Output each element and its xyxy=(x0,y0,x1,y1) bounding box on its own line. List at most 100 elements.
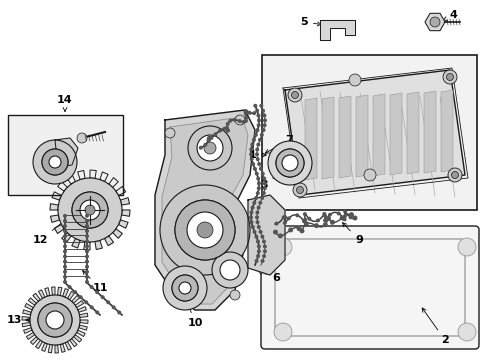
FancyBboxPatch shape xyxy=(262,55,476,210)
Polygon shape xyxy=(109,177,118,187)
Polygon shape xyxy=(440,90,452,172)
Ellipse shape xyxy=(295,213,299,217)
Circle shape xyxy=(429,17,439,27)
Ellipse shape xyxy=(249,211,253,215)
Polygon shape xyxy=(155,110,254,310)
Polygon shape xyxy=(72,239,80,248)
Ellipse shape xyxy=(254,196,258,200)
Circle shape xyxy=(272,230,278,235)
Circle shape xyxy=(229,290,240,300)
Polygon shape xyxy=(22,310,31,315)
Ellipse shape xyxy=(257,138,262,142)
Ellipse shape xyxy=(206,139,210,143)
Circle shape xyxy=(457,238,475,256)
Ellipse shape xyxy=(256,113,260,117)
Circle shape xyxy=(38,303,72,337)
Ellipse shape xyxy=(225,122,229,126)
Circle shape xyxy=(296,186,303,194)
Ellipse shape xyxy=(79,295,82,299)
Circle shape xyxy=(299,228,304,233)
Ellipse shape xyxy=(63,214,67,218)
Ellipse shape xyxy=(323,214,326,218)
Ellipse shape xyxy=(251,138,255,142)
Polygon shape xyxy=(319,20,354,40)
Circle shape xyxy=(42,149,68,175)
Ellipse shape xyxy=(63,265,67,269)
Circle shape xyxy=(275,149,304,177)
Ellipse shape xyxy=(257,118,261,122)
Polygon shape xyxy=(120,198,129,205)
Ellipse shape xyxy=(260,196,264,200)
Ellipse shape xyxy=(101,295,104,299)
Ellipse shape xyxy=(283,215,286,220)
Polygon shape xyxy=(78,307,86,312)
Ellipse shape xyxy=(315,219,319,222)
Text: 10: 10 xyxy=(185,298,202,328)
Ellipse shape xyxy=(89,305,94,309)
Ellipse shape xyxy=(255,215,259,219)
Ellipse shape xyxy=(307,217,311,221)
Ellipse shape xyxy=(256,249,261,253)
Circle shape xyxy=(296,226,301,231)
Polygon shape xyxy=(58,182,67,191)
Ellipse shape xyxy=(348,215,352,219)
FancyBboxPatch shape xyxy=(8,115,123,195)
Ellipse shape xyxy=(322,212,325,216)
Circle shape xyxy=(282,155,297,171)
Circle shape xyxy=(179,282,191,294)
Ellipse shape xyxy=(85,224,89,228)
Ellipse shape xyxy=(85,229,89,233)
Ellipse shape xyxy=(209,136,213,140)
Polygon shape xyxy=(372,94,384,176)
Ellipse shape xyxy=(263,181,266,185)
Circle shape xyxy=(291,91,298,99)
Ellipse shape xyxy=(199,146,203,150)
Ellipse shape xyxy=(256,176,260,180)
Circle shape xyxy=(197,222,213,238)
Circle shape xyxy=(172,275,198,301)
Polygon shape xyxy=(51,287,55,295)
Ellipse shape xyxy=(206,137,210,141)
Ellipse shape xyxy=(106,300,110,304)
Polygon shape xyxy=(321,97,333,179)
Polygon shape xyxy=(30,337,38,345)
Text: 8: 8 xyxy=(190,132,212,153)
Ellipse shape xyxy=(63,239,67,243)
Ellipse shape xyxy=(262,176,265,180)
Circle shape xyxy=(292,183,306,197)
Circle shape xyxy=(212,252,247,288)
Circle shape xyxy=(187,126,231,170)
Ellipse shape xyxy=(63,224,67,228)
Ellipse shape xyxy=(63,249,67,253)
Ellipse shape xyxy=(255,220,259,224)
Polygon shape xyxy=(83,242,90,250)
Ellipse shape xyxy=(262,239,265,244)
Ellipse shape xyxy=(248,152,252,156)
Polygon shape xyxy=(23,328,32,333)
Polygon shape xyxy=(100,172,108,181)
Ellipse shape xyxy=(263,244,266,248)
Ellipse shape xyxy=(63,270,67,274)
Ellipse shape xyxy=(253,133,257,137)
Ellipse shape xyxy=(254,259,258,263)
Ellipse shape xyxy=(244,119,247,123)
Circle shape xyxy=(58,178,122,242)
Polygon shape xyxy=(54,225,64,234)
Ellipse shape xyxy=(207,136,211,140)
Ellipse shape xyxy=(252,111,256,115)
Ellipse shape xyxy=(260,259,264,263)
Ellipse shape xyxy=(84,300,88,304)
Circle shape xyxy=(85,205,95,215)
Circle shape xyxy=(363,169,375,181)
Circle shape xyxy=(72,192,108,228)
Ellipse shape xyxy=(85,280,89,284)
Polygon shape xyxy=(60,344,65,352)
Ellipse shape xyxy=(67,285,71,289)
Ellipse shape xyxy=(256,244,260,248)
Polygon shape xyxy=(61,233,71,242)
Circle shape xyxy=(33,140,77,184)
Ellipse shape xyxy=(85,219,89,223)
Ellipse shape xyxy=(255,211,259,215)
Ellipse shape xyxy=(256,123,260,127)
Ellipse shape xyxy=(256,143,260,147)
